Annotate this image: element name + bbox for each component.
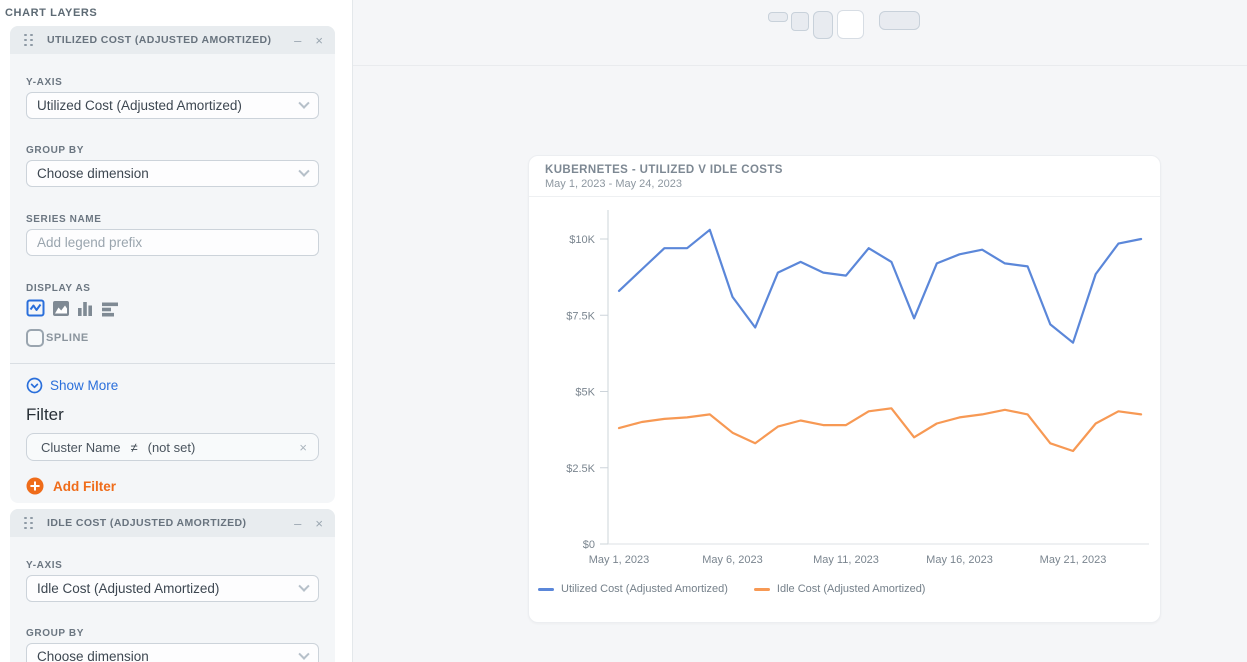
- section-divider: [10, 363, 335, 364]
- toolbar-skeleton-button-4[interactable]: [837, 10, 864, 39]
- chart-card: KUBERNETES - UTILIZED V IDLE COSTS May 1…: [528, 155, 1161, 623]
- y-axis-label: Y-AXIS: [26, 560, 63, 571]
- remove-filter-icon[interactable]: ×: [299, 439, 307, 455]
- group-by-dropdown-value: Choose dimension: [37, 166, 149, 181]
- toolbar-divider: [353, 65, 1247, 66]
- svg-text:$10K: $10K: [569, 234, 595, 246]
- layer-card-idle-cost: IDLE COST (ADJUSTED AMORTIZED) – × Y-AXI…: [10, 509, 335, 662]
- sidebar-title: CHART LAYERS: [5, 7, 98, 19]
- show-more-button[interactable]: Show More: [26, 377, 319, 394]
- display-as-label: DISPLAY AS: [26, 283, 91, 294]
- display-as-options: [26, 299, 319, 317]
- filter-field: Cluster Name: [41, 439, 121, 455]
- svg-text:$0: $0: [583, 539, 595, 551]
- layer-body: Y-AXIS Utilized Cost (Adjusted Amortized…: [10, 77, 335, 495]
- add-filter-button[interactable]: Add Filter: [26, 477, 319, 495]
- close-layer-button[interactable]: ×: [315, 32, 323, 48]
- svg-text:May 6, 2023: May 6, 2023: [702, 554, 763, 566]
- chart-title: KUBERNETES - UTILIZED V IDLE COSTS: [545, 164, 783, 176]
- layer-title: IDLE COST (ADJUSTED AMORTIZED): [47, 517, 247, 529]
- chart-header: KUBERNETES - UTILIZED V IDLE COSTS May 1…: [529, 156, 1160, 197]
- legend-item[interactable]: Idle Cost (Adjusted Amortized): [753, 583, 926, 595]
- y-axis-dropdown[interactable]: Idle Cost (Adjusted Amortized): [26, 575, 319, 602]
- drag-handle-icon[interactable]: [24, 33, 33, 47]
- plus-circle-icon: [26, 477, 44, 495]
- legend-label: Idle Cost (Adjusted Amortized): [776, 583, 926, 595]
- main-area: KUBERNETES - UTILIZED V IDLE COSTS May 1…: [353, 0, 1247, 662]
- add-filter-label: Add Filter: [53, 478, 116, 494]
- column-chart-icon[interactable]: [77, 300, 94, 317]
- drag-handle-icon[interactable]: [24, 516, 33, 530]
- chart-layers-sidebar: CHART LAYERS UTILIZED COST (ADJUSTED AMO…: [0, 0, 352, 662]
- layer-header: IDLE COST (ADJUSTED AMORTIZED) – ×: [10, 509, 335, 537]
- toolbar-skeleton-button-3[interactable]: [813, 11, 833, 39]
- minimize-layer-button[interactable]: –: [294, 515, 302, 531]
- chevron-down-icon: [298, 580, 310, 592]
- chevron-down-icon: [298, 648, 310, 660]
- svg-text:May 21, 2023: May 21, 2023: [1040, 554, 1107, 566]
- toolbar-skeleton-button-2[interactable]: [791, 12, 809, 31]
- spline-option: SPLINE: [26, 329, 319, 347]
- svg-text:May 1, 2023: May 1, 2023: [589, 554, 650, 566]
- group-by-dropdown[interactable]: Choose dimension: [26, 160, 319, 187]
- chart-legend: Utilized Cost (Adjusted Amortized) Idle C…: [529, 583, 1160, 595]
- series-name-input[interactable]: [26, 229, 319, 256]
- chart-svg: $0 $2.5K $5K $7.5K $10K May 1, 2023 May 6, 202…: [566, 210, 1149, 566]
- filter-heading: Filter: [26, 405, 64, 424]
- group-by-label: GROUP BY: [26, 145, 84, 156]
- circle-chevron-down-icon: [26, 377, 43, 394]
- group-by-dropdown[interactable]: Choose dimension: [26, 643, 319, 662]
- chevron-down-icon: [298, 165, 310, 177]
- area-chart-icon[interactable]: [52, 300, 70, 317]
- layer-title: UTILIZED COST (ADJUSTED AMORTIZED): [47, 34, 272, 46]
- y-axis-dropdown[interactable]: Utilized Cost (Adjusted Amortized): [26, 92, 319, 119]
- y-axis-dropdown-value: Idle Cost (Adjusted Amortized): [37, 581, 220, 596]
- spline-label: SPLINE: [46, 332, 89, 344]
- group-by-label: GROUP BY: [26, 628, 84, 639]
- line-chart-icon[interactable]: [26, 299, 45, 317]
- svg-text:May 11, 2023: May 11, 2023: [813, 554, 879, 566]
- series-name-label: SERIES NAME: [26, 214, 102, 225]
- svg-text:$2.5K: $2.5K: [566, 463, 595, 475]
- legend-dash-icon: [753, 587, 770, 591]
- group-by-dropdown-value: Choose dimension: [37, 649, 149, 662]
- horizontal-bar-chart-icon[interactable]: [101, 300, 119, 317]
- y-axis-dropdown-value: Utilized Cost (Adjusted Amortized): [37, 98, 242, 113]
- close-layer-button[interactable]: ×: [315, 515, 323, 531]
- filter-operator: ≠: [130, 439, 138, 455]
- svg-text:May 16, 2023: May 16, 2023: [926, 554, 993, 566]
- sidebar-divider: [352, 0, 353, 662]
- y-axis-label: Y-AXIS: [26, 77, 63, 88]
- filter-value: (not set): [147, 439, 196, 455]
- show-more-label: Show More: [50, 378, 119, 393]
- toolbar-skeleton-button-5[interactable]: [879, 11, 920, 30]
- layer-body: Y-AXIS Idle Cost (Adjusted Amortized) GR…: [10, 560, 335, 662]
- svg-text:$5K: $5K: [575, 387, 595, 399]
- spline-checkbox[interactable]: [26, 329, 44, 347]
- chart-date-range: May 1, 2023 - May 24, 2023: [545, 178, 682, 190]
- svg-text:$7.5K: $7.5K: [566, 310, 595, 322]
- chevron-down-icon: [298, 97, 310, 109]
- legend-label: Utilized Cost (Adjusted Amortized): [561, 583, 728, 595]
- toolbar-skeleton-button-1[interactable]: [768, 12, 788, 22]
- layer-header: UTILIZED COST (ADJUSTED AMORTIZED) – ×: [10, 26, 335, 54]
- layer-card-utilized-cost: UTILIZED COST (ADJUSTED AMORTIZED) – × Y…: [10, 26, 335, 503]
- minimize-layer-button[interactable]: –: [294, 32, 302, 48]
- legend-item[interactable]: Utilized Cost (Adjusted Amortized): [538, 583, 728, 595]
- filter-chip[interactable]: Cluster Name ≠ (not set) ×: [26, 433, 319, 461]
- legend-dash-icon: [538, 587, 554, 591]
